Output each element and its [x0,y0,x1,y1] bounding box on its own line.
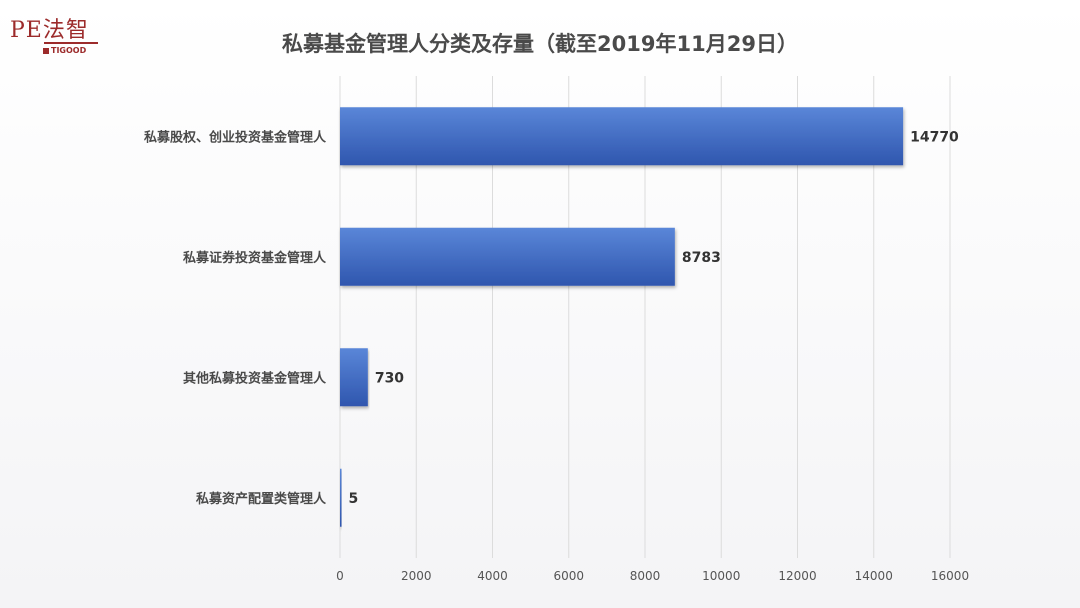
x-tick-label: 8000 [630,569,661,583]
category-label: 私募资产配置类管理人 [196,491,327,507]
x-tick-label: 0 [336,569,344,583]
x-tick-label: 10000 [702,569,740,583]
bar [340,348,368,407]
x-tick-label: 16000 [931,569,969,583]
data-label: 14770 [910,129,959,145]
logo-sub-label: TIGOOD [51,46,87,55]
logo-seal-icon [43,47,49,54]
x-tick-label: 2000 [401,569,432,583]
category-label: 私募证券投资基金管理人 [183,250,327,266]
data-label: 730 [375,370,404,386]
x-tick-label: 6000 [553,569,584,583]
x-tick-label: 12000 [778,569,816,583]
bar [340,227,675,286]
logo-text: PE法智 [10,18,89,43]
x-tick-label: 14000 [855,569,893,583]
x-axis-ticks: 0 2000 4000 6000 8000 10000 12000 14000 16000 [336,569,969,583]
bar [340,107,904,166]
chart-title: 私募基金管理人分类及存量（截至2019年11月29日） [282,32,798,56]
bars-group: 私募股权、创业投资基金管理人 14770 私募证券投资基金管理人 8783 其他私募投资… [144,107,959,527]
category-label: 私募股权、创业投资基金管理人 [144,129,327,145]
logo-subtext: TIGOOD [43,46,86,55]
data-label: 8783 [682,250,721,266]
x-tick-label: 4000 [477,569,508,583]
logo: PE法智 TIGOOD [10,12,100,62]
category-label: 其他私募投资基金管理人 [183,370,327,386]
data-label: 5 [349,491,359,507]
bar [340,468,342,527]
logo-underline [44,42,98,44]
